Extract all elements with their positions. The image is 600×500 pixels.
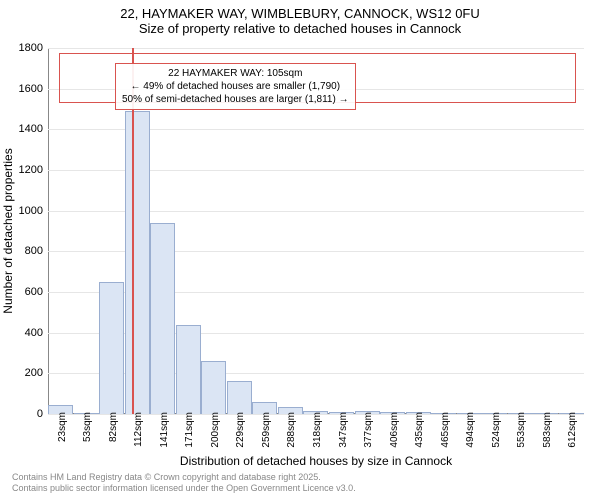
x-tick-label: 553sqm — [514, 412, 527, 452]
y-tick-label: 1400 — [19, 123, 48, 135]
y-tick-label: 1600 — [19, 83, 48, 95]
title-line-1: 22, HAYMAKER WAY, WIMBLEBURY, CANNOCK, W… — [0, 6, 600, 21]
info-callout: 22 HAYMAKER WAY: 105sqm← 49% of detached… — [115, 63, 356, 110]
footer-attribution: Contains HM Land Registry data © Crown c… — [12, 472, 356, 495]
footer-line-2: Contains public sector information licen… — [12, 483, 356, 494]
y-axis-line — [48, 48, 49, 414]
x-tick-label: 524sqm — [489, 412, 502, 452]
chart-area: 02004006008001000120014001600180023sqm53… — [48, 48, 584, 414]
histogram-bar — [99, 282, 124, 414]
x-tick-label: 583sqm — [540, 412, 553, 452]
x-tick-label: 406sqm — [387, 412, 400, 452]
y-tick-label: 1800 — [19, 42, 48, 54]
x-tick-label: 171sqm — [182, 412, 195, 452]
chart-title: 22, HAYMAKER WAY, WIMBLEBURY, CANNOCK, W… — [0, 0, 600, 36]
y-tick-label: 1000 — [19, 205, 48, 217]
y-tick-label: 400 — [25, 327, 48, 339]
x-tick-label: 612sqm — [565, 412, 578, 452]
histogram-bar — [176, 325, 201, 414]
x-tick-label: 435sqm — [412, 412, 425, 452]
x-tick-label: 347sqm — [336, 412, 349, 452]
histogram-bar — [150, 223, 175, 414]
x-axis-label: Distribution of detached houses by size … — [180, 454, 452, 468]
x-tick-label: 229sqm — [233, 412, 246, 452]
x-tick-label: 377sqm — [361, 412, 374, 452]
y-tick-label: 1200 — [19, 164, 48, 176]
y-axis-label: Number of detached properties — [1, 148, 15, 313]
x-tick-label: 494sqm — [463, 412, 476, 452]
footer-line-1: Contains HM Land Registry data © Crown c… — [12, 472, 356, 483]
y-tick-label: 0 — [37, 408, 48, 420]
x-tick-label: 200sqm — [208, 412, 221, 452]
title-line-2: Size of property relative to detached ho… — [0, 21, 600, 36]
y-tick-label: 800 — [25, 245, 48, 257]
gridline — [48, 48, 584, 49]
x-tick-label: 141sqm — [157, 412, 170, 452]
histogram-bar — [227, 381, 252, 414]
info-line-0: 22 HAYMAKER WAY: 105sqm — [122, 67, 349, 80]
histogram-bar — [125, 111, 150, 414]
y-tick-label: 200 — [25, 367, 48, 379]
x-tick-label: 82sqm — [106, 412, 119, 452]
plot-area: 02004006008001000120014001600180023sqm53… — [48, 48, 584, 414]
info-line-1: ← 49% of detached houses are smaller (1,… — [122, 80, 349, 93]
x-tick-label: 465sqm — [438, 412, 451, 452]
info-line-2: 50% of semi-detached houses are larger (… — [122, 93, 349, 106]
x-tick-label: 112sqm — [131, 412, 144, 452]
x-tick-label: 259sqm — [259, 412, 272, 452]
histogram-bar — [201, 361, 226, 414]
x-tick-label: 318sqm — [310, 412, 323, 452]
y-tick-label: 600 — [25, 286, 48, 298]
x-tick-label: 23sqm — [55, 412, 68, 452]
x-tick-label: 288sqm — [284, 412, 297, 452]
x-tick-label: 53sqm — [80, 412, 93, 452]
